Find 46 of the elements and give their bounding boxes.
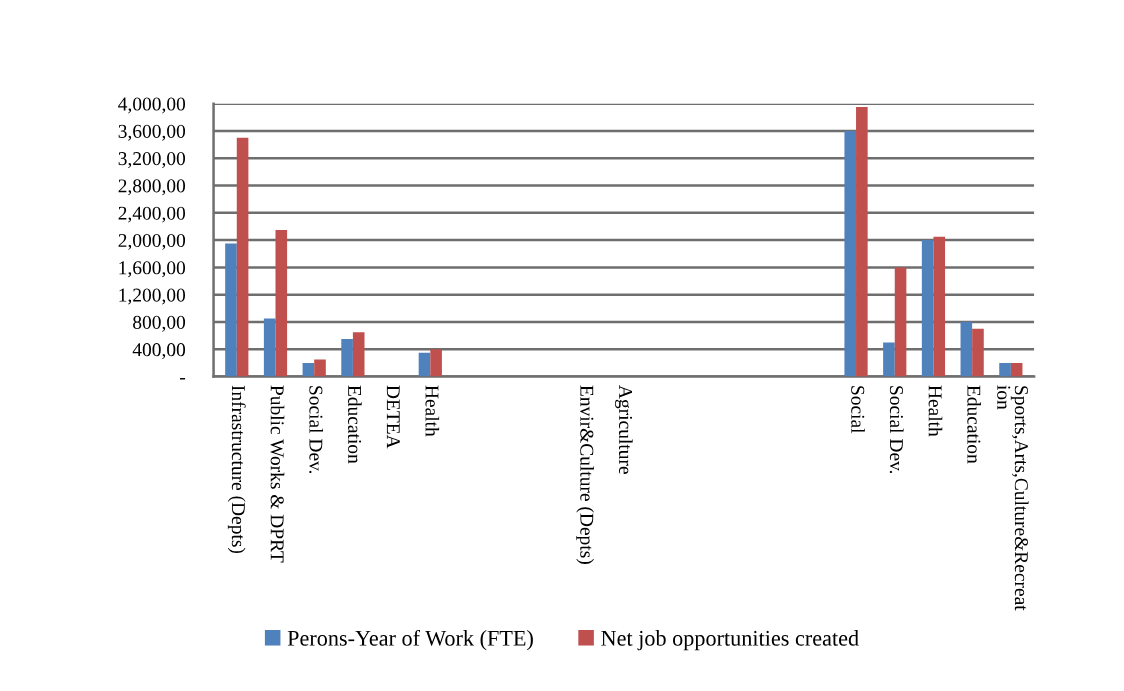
bar <box>302 362 315 377</box>
bar <box>263 318 276 377</box>
bar <box>921 240 934 377</box>
y-tick-label: 1,200,00 <box>119 288 186 305</box>
y-tick-label: 4,000,00 <box>118 97 186 114</box>
bar <box>894 267 907 377</box>
bar <box>883 342 895 377</box>
y-tick-label: 1,600,00 <box>119 261 186 278</box>
x-tick-label: Agriculture <box>614 385 633 474</box>
x-tick-label: DETEA <box>386 385 400 449</box>
x-tick-label: Public Works & DPRT <box>270 385 285 563</box>
bar <box>856 107 868 377</box>
bar <box>844 130 857 377</box>
x-tick-label: Health <box>425 385 440 437</box>
bar <box>418 352 431 377</box>
y-tick-label: 400,00 <box>132 343 186 360</box>
bar <box>236 137 249 377</box>
bar <box>352 332 365 377</box>
bar <box>225 243 237 377</box>
bar <box>960 322 973 377</box>
bar <box>275 229 288 377</box>
bar <box>999 362 1011 377</box>
x-tick-label: Envir&Culture (Depts) <box>576 385 594 564</box>
y-tick-label: 3,600,00 <box>118 124 186 141</box>
y-tick-label: 2,400,00 <box>118 206 186 223</box>
y-tick-label: 2,800,00 <box>118 179 186 196</box>
x-tick-label: Social <box>851 386 865 434</box>
x-tick-label: Social Dev. <box>309 386 324 474</box>
x-tick-label: Health <box>928 385 943 437</box>
bar <box>341 339 353 377</box>
y-tick-label: 800,00 <box>133 315 186 332</box>
bar <box>972 328 984 377</box>
x-tick-label: Infrastructure (Depts) <box>227 385 246 554</box>
x-tick-label: Sports,Arts,Culture&Recreat ion <box>997 385 1029 611</box>
x-tick-label: Education <box>348 385 362 464</box>
bar <box>314 359 326 377</box>
x-tick-label: Social Dev. <box>889 386 904 474</box>
y-tick-label: 2,000,00 <box>118 233 186 250</box>
legend-label: Net job opportunities created <box>601 630 859 651</box>
bar <box>1010 362 1023 377</box>
x-tick-label: Education <box>967 385 981 464</box>
bar <box>933 236 946 377</box>
y-tick-label: 3,200,00 <box>118 152 186 168</box>
y-tick-label: - <box>180 378 186 380</box>
bar <box>430 349 442 377</box>
legend-label: Perons-Year of Work (FTE) <box>287 629 533 651</box>
